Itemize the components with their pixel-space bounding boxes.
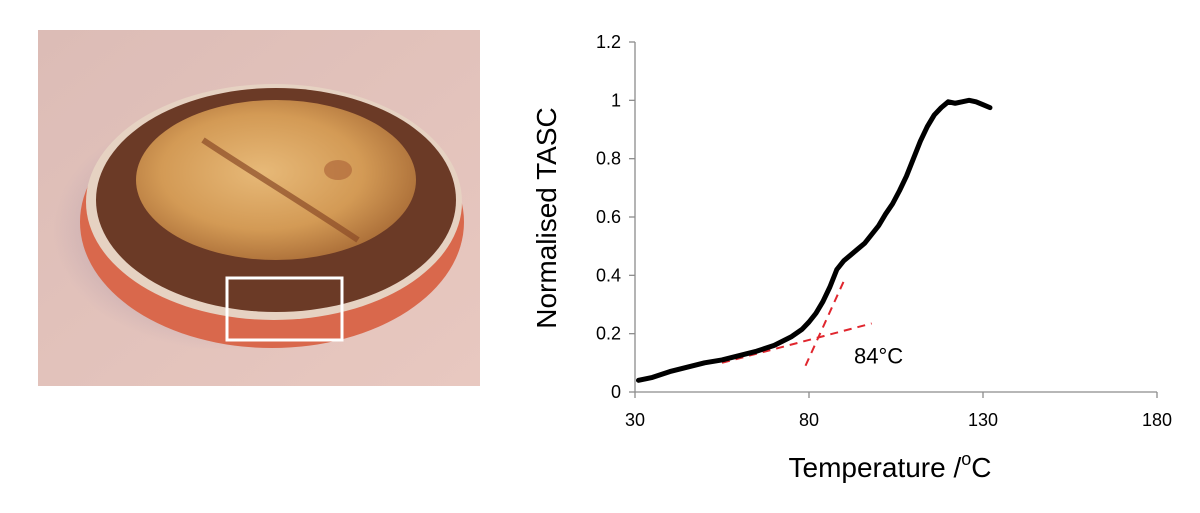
baseline-tangent xyxy=(721,322,872,364)
x-axis-label-unit: C xyxy=(971,452,991,483)
sample-spot xyxy=(324,160,352,180)
tasc-series-line xyxy=(635,97,993,383)
sample-photo xyxy=(38,30,480,386)
onset-annotation: 84°C xyxy=(854,344,903,369)
tasc-chart: 0 0.2 0.4 0.6 0.8 1 1.2 30 80 130 180 84°C Tempera… xyxy=(520,20,1200,508)
x-tick-label: 80 xyxy=(799,410,819,430)
x-axis-label: Temperature /oC xyxy=(789,449,992,483)
chart-axes xyxy=(634,42,1157,393)
y-tick-label: 0 xyxy=(611,382,621,402)
x-axis-label-superscript: o xyxy=(961,449,971,469)
y-tick-label: 0.8 xyxy=(596,149,621,169)
x-tick-label: 130 xyxy=(968,410,998,430)
y-tick-label: 1.2 xyxy=(596,32,621,52)
y-tick-label: 0.4 xyxy=(596,265,621,285)
annotation-layer: 84°C xyxy=(854,344,903,369)
y-tick-label: 0.6 xyxy=(596,207,621,227)
y-axis-label: Normalised TASC xyxy=(531,107,562,328)
series-layer xyxy=(635,97,993,383)
sample-photo-image xyxy=(38,30,480,386)
x-axis-label-main: Temperature / xyxy=(789,452,962,483)
sample-crack xyxy=(201,137,360,243)
chart-ticks: 0 0.2 0.4 0.6 0.8 1 1.2 30 80 130 180 xyxy=(596,32,1172,430)
tasc-chart-svg: 0 0.2 0.4 0.6 0.8 1 1.2 30 80 130 180 84°C Tempera… xyxy=(531,32,1172,483)
tangent-layer xyxy=(721,280,872,367)
x-tick-label: 30 xyxy=(625,410,645,430)
sample-core xyxy=(136,100,416,260)
x-tick-label: 180 xyxy=(1142,410,1172,430)
rising-tangent xyxy=(804,280,845,367)
y-tick-label: 0.2 xyxy=(596,324,621,344)
y-tick-label: 1 xyxy=(611,90,621,110)
highlight-rectangle xyxy=(225,276,344,342)
